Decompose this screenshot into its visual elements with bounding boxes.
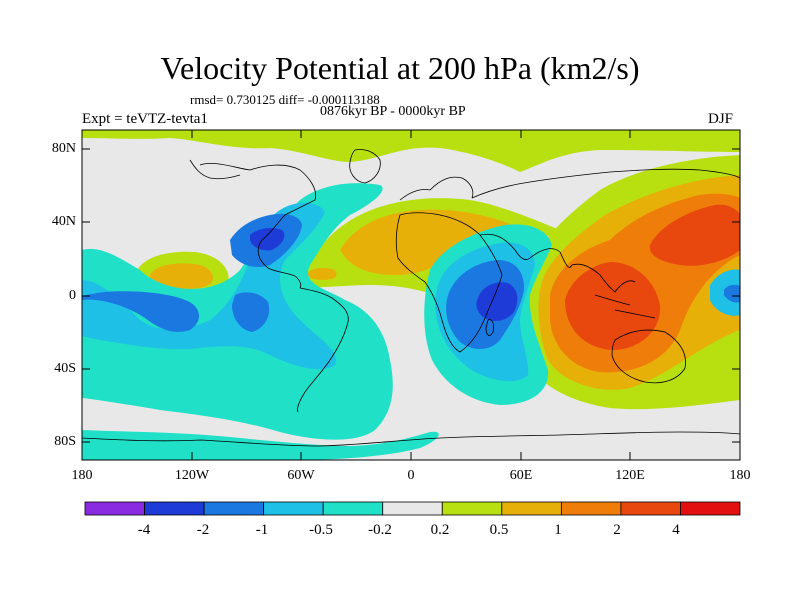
coast-greenland [349,149,381,184]
field-northpac-strong [649,204,740,266]
lon-label: 180 [729,468,751,483]
colorbar-label: 0.5 [489,522,509,538]
field-americas-mid [82,291,200,332]
colorbar-label: 0.2 [430,522,450,538]
lat-label: 40N [51,214,76,229]
map-title: Velocity Potential at 200 hPa (km2/s) [160,50,640,86]
lon-label: 60W [287,468,315,483]
colorbar-label: 4 [672,522,680,538]
season-label: DJF [708,111,734,127]
coast-south-america [297,287,349,413]
colorbar-swatch [84,501,145,516]
colorbar-swatch [560,501,622,516]
axis-ticks [82,130,740,460]
colorbar-swatch [620,501,681,516]
colorbar [84,501,741,516]
velocity-potential-field [82,130,740,460]
coast-asia [471,168,740,199]
coast-antarctica [82,431,740,447]
colorbar-label: -4 [137,522,151,538]
colorbar-swatch [203,501,265,516]
coast-indonesia [594,294,656,319]
lon-label: 120E [615,468,645,483]
colorbar-swatch [680,501,741,516]
coast-arabia-india [479,233,573,268]
lon-label: 180 [71,468,93,483]
field-cpac-light [149,263,213,290]
colorbar-label: -0.5 [309,522,333,538]
coast-alaska [189,159,241,180]
lat-label: 80S [54,434,76,449]
colorbar-swatch [263,501,324,516]
lat-label: 40S [54,361,76,376]
stats-text: rmsd= 0.730125 diff= -0.000113188 [190,92,380,107]
coast-africa [395,212,503,353]
coast-madagascar [485,319,495,336]
field-namerica-strong [250,227,285,251]
field-carib-light [308,268,337,280]
colorbar-swatch [144,501,205,516]
coastlines [82,149,740,447]
colorbar-label: 2 [613,522,621,538]
field-westpac-strong [565,262,661,350]
lon-label: 60E [509,468,533,483]
period-text: 0876kyr BP - 0000kyr BP [320,104,466,119]
colorbar-label: -2 [196,522,210,538]
field-samerica-mid [232,292,270,332]
colorbar-swatch [382,501,443,516]
coast-europe [399,176,474,201]
colorbar-label: 1 [554,522,562,538]
coast-se-asia [571,263,636,293]
colorbar-label: -0.2 [368,522,392,538]
field-arctic-positive [82,130,740,172]
colorbar-swatch [501,501,562,516]
colorbar-label: -1 [255,522,269,538]
coast-north-america [199,162,317,289]
colorbar-swatch [322,501,384,516]
lat-label: 80N [51,141,76,156]
lon-label: 0 [407,468,415,483]
field-indian-strong [476,282,518,321]
lon-label: 120W [174,468,210,483]
colorbar-swatch [441,501,503,516]
experiment-label: Expt = teVTZ-tevta1 [82,111,208,127]
field-eastpac-mid [724,284,740,303]
field-antarctic-weak [82,430,439,460]
field-atlantic-light [340,209,520,275]
coast-australia [611,329,686,384]
lat-label: 0 [69,288,76,303]
